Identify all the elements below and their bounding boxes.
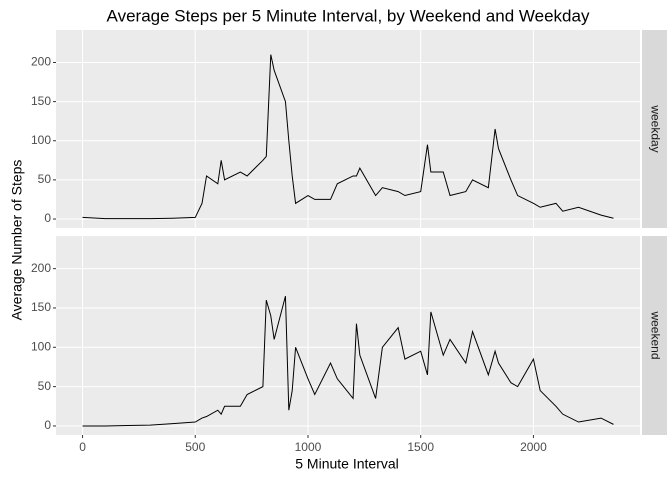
strip-label: weekday: [648, 104, 662, 152]
x-tick-label: 1000: [295, 440, 322, 454]
y-tick-label: 50: [38, 172, 52, 186]
y-tick-label: 100: [31, 339, 51, 353]
y-tick-label: 200: [31, 55, 51, 69]
y-tick-label: 50: [38, 379, 52, 393]
panel-background: [56, 30, 640, 228]
chart-title: Average Steps per 5 Minute Interval, by …: [107, 6, 590, 25]
y-tick-label: 0: [44, 418, 51, 432]
strip-background: [642, 236, 667, 435]
strip-label: weekend: [648, 310, 662, 359]
x-tick-label: 0: [79, 440, 86, 454]
y-axis-title: Average Number of Steps: [9, 160, 25, 321]
x-tick-label: 500: [185, 440, 205, 454]
strip-background: [642, 30, 667, 228]
x-tick-label: 2000: [520, 440, 547, 454]
x-axis-title: 5 Minute Interval: [295, 456, 399, 472]
data-line: [82, 54, 614, 220]
y-tick-label: 100: [31, 133, 51, 147]
panel-background: [56, 236, 640, 435]
y-tick-label: 0: [44, 211, 51, 225]
y-tick-label: 200: [31, 261, 51, 275]
data-line: [82, 296, 614, 427]
y-tick-label: 150: [31, 94, 51, 108]
x-tick-label: 1500: [407, 440, 434, 454]
y-tick-label: 150: [31, 300, 51, 314]
